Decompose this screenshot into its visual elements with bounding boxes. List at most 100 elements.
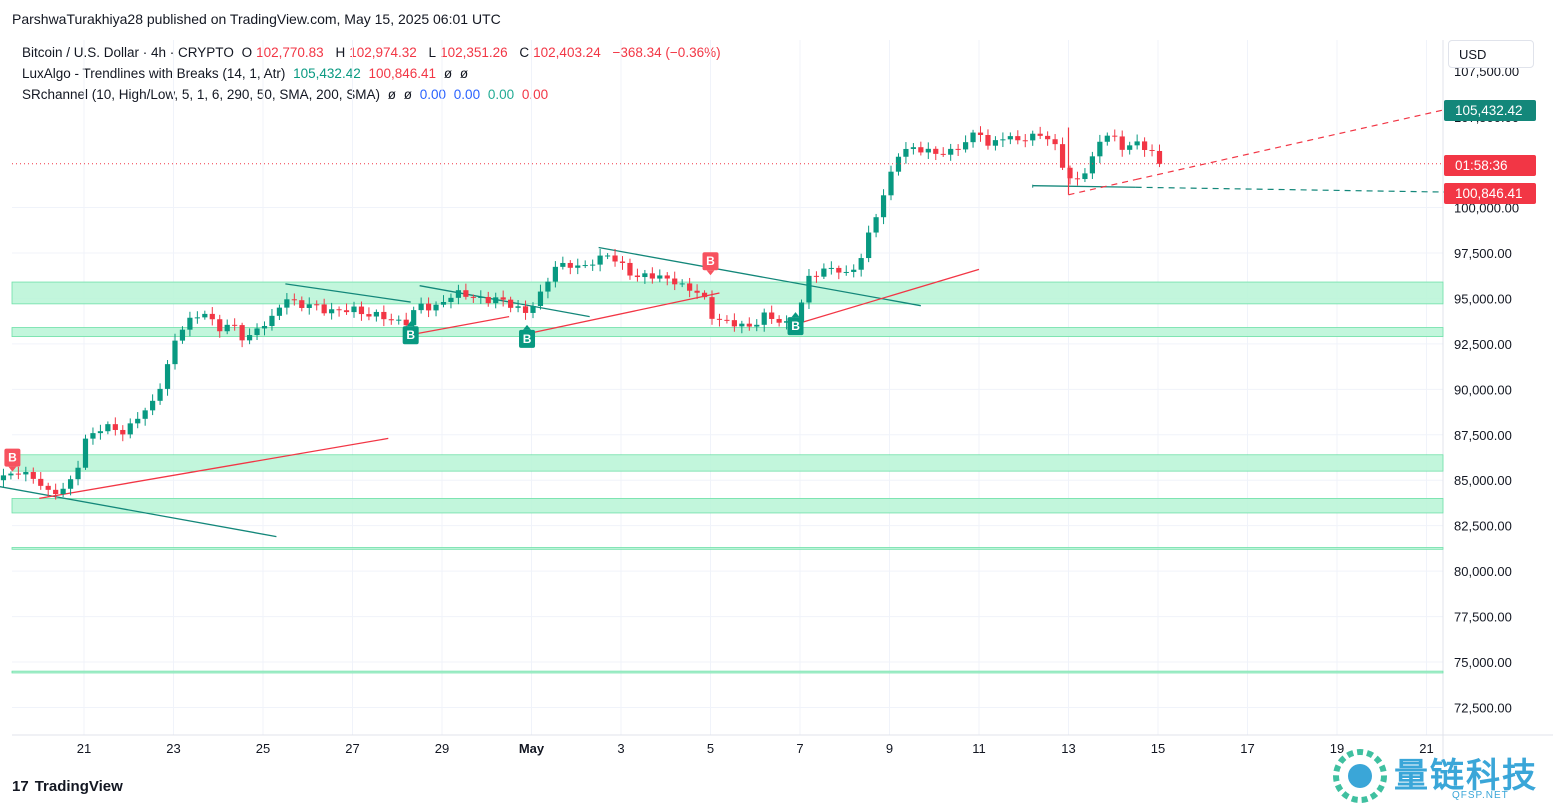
candle-body xyxy=(135,418,141,424)
candle xyxy=(590,259,596,271)
candle-body xyxy=(836,267,842,273)
break-label-green: B xyxy=(402,321,419,345)
candle-body xyxy=(232,324,238,326)
x-tick-label: 29 xyxy=(435,741,449,756)
candle-body xyxy=(962,142,969,150)
candle xyxy=(433,301,439,317)
candle xyxy=(97,424,104,440)
candle xyxy=(1037,126,1043,140)
candle-body xyxy=(194,317,200,319)
candle xyxy=(1097,134,1103,164)
indicator-trendlines-upper: 105,432.42 xyxy=(293,66,361,81)
candle xyxy=(269,309,275,331)
candle xyxy=(828,261,834,275)
candle-body xyxy=(1052,139,1058,145)
candle-body xyxy=(1037,133,1043,136)
candle-body xyxy=(612,255,618,262)
candle-body xyxy=(828,267,834,269)
candle xyxy=(1119,130,1125,157)
break-label-text: B xyxy=(791,319,800,333)
candle xyxy=(463,283,469,300)
close-label: C 102,403.24 xyxy=(519,45,601,60)
candle xyxy=(537,284,544,310)
sr-zone xyxy=(11,547,1444,550)
candle-body xyxy=(821,268,827,277)
candle-body xyxy=(739,323,745,327)
x-tick-label: 27 xyxy=(345,741,359,756)
indicator-srchannel-na2: ø xyxy=(403,87,412,102)
break-label-pointer xyxy=(523,324,532,330)
candle-body xyxy=(664,275,670,279)
candle xyxy=(679,279,685,288)
candle xyxy=(470,294,476,303)
tradingview-brand[interactable]: 17 TradingView xyxy=(12,778,123,795)
candle-body xyxy=(396,319,402,321)
candle-body xyxy=(701,292,708,298)
candle-body xyxy=(1112,135,1118,137)
symbol-title[interactable]: Bitcoin / U.S. Dollar · 4h · CRYPTO xyxy=(22,45,234,60)
candle xyxy=(851,264,857,278)
candle-body xyxy=(858,258,864,270)
close-value: 102,403.24 xyxy=(533,45,601,60)
candle xyxy=(746,317,752,331)
candle xyxy=(1022,134,1028,148)
y-tick-label: 92,500.00 xyxy=(1454,337,1512,352)
y-tick-label: 75,000.00 xyxy=(1454,655,1512,670)
candle-body xyxy=(15,473,21,475)
candle-body xyxy=(224,324,230,332)
candle xyxy=(1067,165,1073,185)
candle-body xyxy=(299,300,305,308)
candle xyxy=(150,394,156,416)
candle-body xyxy=(851,269,857,272)
candle xyxy=(1045,131,1051,146)
candle xyxy=(709,290,715,325)
candle-body xyxy=(261,326,268,329)
candle-body xyxy=(716,318,723,320)
x-tick-label: 25 xyxy=(256,741,270,756)
candle xyxy=(291,293,297,306)
indicator-trendlines-name[interactable]: LuxAlgo - Trendlines with Breaks (14, 1,… xyxy=(22,66,286,81)
candle xyxy=(82,434,89,470)
y-tick-label: 82,500.00 xyxy=(1454,519,1512,534)
candle-body xyxy=(761,312,767,325)
candle-body xyxy=(582,265,588,267)
candle xyxy=(1015,130,1021,145)
candle-body xyxy=(522,306,529,313)
candle xyxy=(425,297,432,318)
candle-body xyxy=(866,232,872,259)
x-tick-label: 17 xyxy=(1240,741,1254,756)
candle-body xyxy=(358,306,365,315)
candle xyxy=(955,144,961,156)
break-label-text: B xyxy=(406,328,415,342)
candle xyxy=(739,320,745,334)
candle xyxy=(1141,137,1148,157)
candle xyxy=(873,213,879,238)
candle xyxy=(45,482,51,497)
candle-body xyxy=(575,265,581,268)
trendline-support xyxy=(410,315,510,336)
candle xyxy=(858,253,864,277)
trendline-support xyxy=(522,292,720,336)
trendline-resistance xyxy=(598,246,921,307)
candle-body xyxy=(754,324,760,327)
y-tick-label: 97,500.00 xyxy=(1454,246,1512,261)
price-tag-upper: 105,432.42 xyxy=(1455,103,1523,118)
candle-body xyxy=(925,148,931,153)
indicator-srchannel-name[interactable]: SRchannel (10, High/Low, 5, 1, 6, 290, 5… xyxy=(22,87,380,102)
candle-body xyxy=(388,319,394,321)
candle xyxy=(1134,134,1140,150)
candle xyxy=(164,360,171,396)
candle-body xyxy=(463,290,469,297)
candle xyxy=(649,267,655,284)
y-tick-label: 87,500.00 xyxy=(1454,428,1512,443)
y-tick-label: 90,000.00 xyxy=(1454,382,1512,397)
break-label-text: B xyxy=(706,254,715,268)
y-tick-label: 95,000.00 xyxy=(1454,291,1512,306)
candle xyxy=(194,311,200,324)
currency-selector[interactable]: USD xyxy=(1448,40,1534,68)
candle xyxy=(836,265,842,280)
candle xyxy=(239,322,245,348)
break-label-box xyxy=(402,326,419,345)
candle xyxy=(783,315,790,330)
